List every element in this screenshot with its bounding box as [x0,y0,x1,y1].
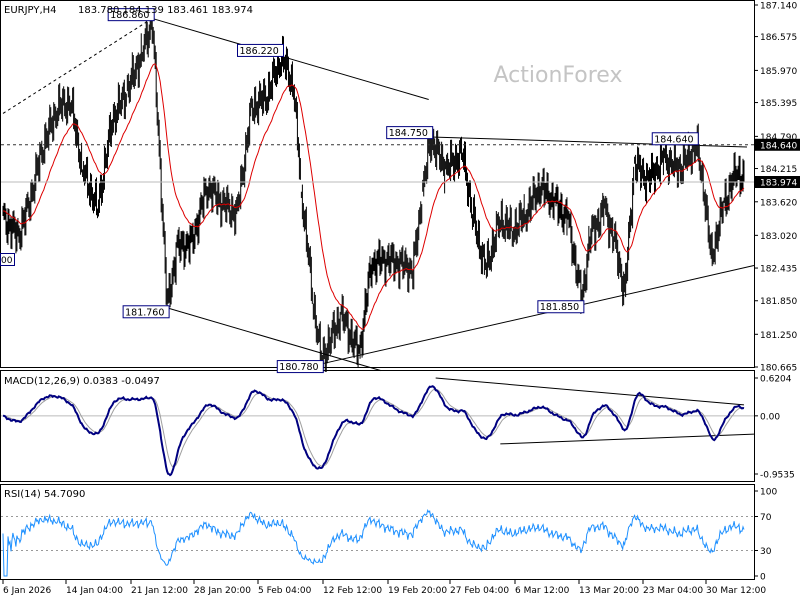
x-tick-label: 13 Mar 20:00 [579,586,639,596]
level-price-box [755,138,800,151]
x-tick-label: 12 Feb 12:00 [323,586,382,596]
x-tick-label: 23 Mar 04:00 [643,586,703,596]
price-trendline [430,136,747,148]
x-tick-label: 5 Feb 04:00 [258,586,312,596]
current-price-box [755,176,800,189]
x-tick-label: 6 Mar 12:00 [515,586,570,596]
price-trendline [321,265,755,365]
watermark: ActionForex [494,63,623,88]
rsi-levels [1,516,754,551]
y-tick-label: 180.665 [760,364,797,374]
x-tick-label: 28 Jan 20:00 [194,586,251,596]
rsi-y-tick-label: 0 [760,573,766,583]
y-tick-label: 183.020 [760,232,797,242]
x-tick-label: 27 Feb 04:00 [450,586,509,596]
price-panel [0,0,755,368]
x-tick-label: 21 Jan 12:00 [131,586,188,596]
x-tick-label: 14 Jan 04:00 [66,586,123,596]
annotation-label: 184.640 [654,134,693,145]
macd-y-tick-label: -0.9535 [760,471,795,481]
rsi-line [2,508,745,577]
level-price-label: 184.640 [760,141,797,151]
header-symbol: EURJPY,H4 [4,5,57,16]
rsi-y-tick-label: 100 [760,488,777,498]
x-tick-label: 30 Mar 12:00 [706,586,766,596]
x-tick-label: 6 Jan 2026 [3,586,51,596]
macd-line [2,385,745,477]
annotation-box [122,305,170,319]
y-tick-label: 185.970 [760,67,797,77]
annotation-box [537,300,585,314]
rsi-series [2,508,745,577]
annotation-label: 181.850 [540,302,579,313]
y-tick-label: 181.250 [760,331,797,341]
price-annotations: 186.860 186.220 184.750 184.640 181.760 181.8… [107,8,699,374]
y-tick-label: 186.575 [760,33,797,43]
annotation-box [236,43,284,57]
annotation-label: 184.750 [389,128,428,139]
annotation-label: 186.220 [239,46,278,57]
annotation-box [276,360,324,374]
y-tick-label: 185.395 [760,99,797,109]
rsi-y-tick-label: 30 [760,547,772,557]
price-bars [2,15,745,372]
rsi-panel [0,484,755,580]
annotation-box [386,126,434,140]
y-tick-label: 183.620 [760,198,797,208]
y-tick-label: 187.140 [760,2,797,12]
annotation-label: 180.780 [279,362,318,373]
macd-y-tick-label: 0.00 [760,412,780,422]
ma-line [3,63,745,330]
macd-y-tick-label: 0.6204 [760,375,792,385]
annotation-label: 181.760 [125,307,164,318]
partial-left-label-box [0,253,15,266]
y-tick-label: 182.435 [760,265,797,275]
moving-average [3,63,745,330]
y-tick-label: 184.215 [760,165,797,175]
rsi-y-tick-label: 70 [760,513,772,523]
price-trendline [161,305,382,372]
current-price-label: 183.974 [760,179,797,189]
y-tick-label: 181.850 [760,297,797,307]
y-tick-label: 184.790 [760,133,797,143]
annotation-label: 186.860 [110,10,149,21]
macd-trendline [435,377,745,406]
trendlines [1,17,755,445]
rsi-title: RSI(14) 54.7090 [4,489,85,500]
header-ohlc: 183.780 184.139 183.461 183.974 [78,5,253,16]
macd-title: MACD(12,26,9) 0.0383 -0.0497 [4,376,160,387]
price-trendline [152,17,429,100]
x-tick-label: 19 Feb 20:00 [388,586,447,596]
annotation-box [651,132,699,146]
macd-lines [2,385,745,477]
partial-left-label: 00 [1,256,13,266]
annotation-box [107,8,155,22]
macd-panel [0,370,755,482]
